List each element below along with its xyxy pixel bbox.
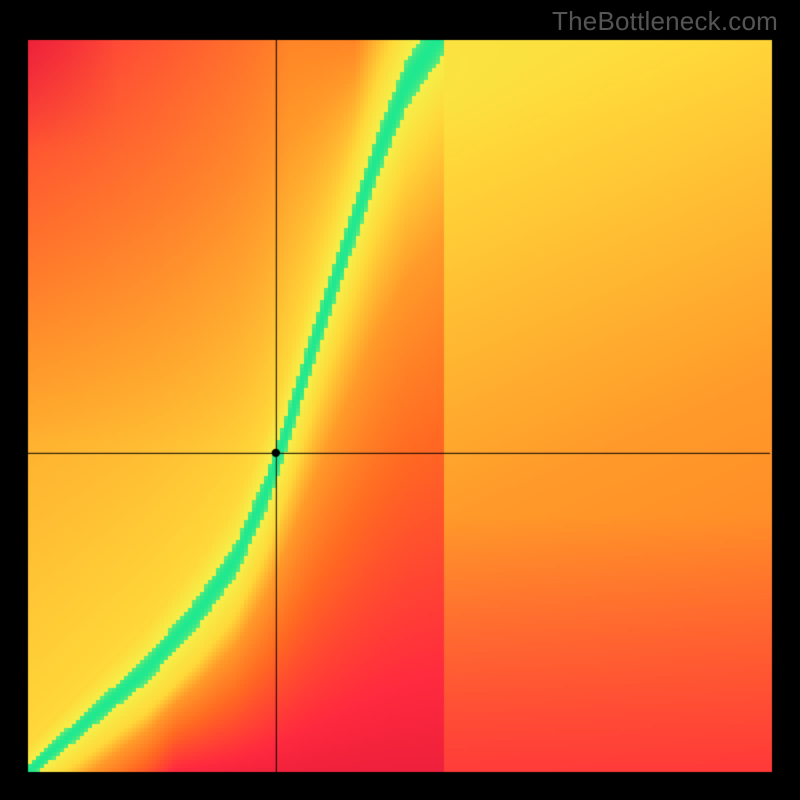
chart-container: TheBottleneck.com [0, 0, 800, 800]
watermark-text: TheBottleneck.com [552, 6, 778, 37]
bottleneck-heatmap-canvas [0, 0, 800, 800]
